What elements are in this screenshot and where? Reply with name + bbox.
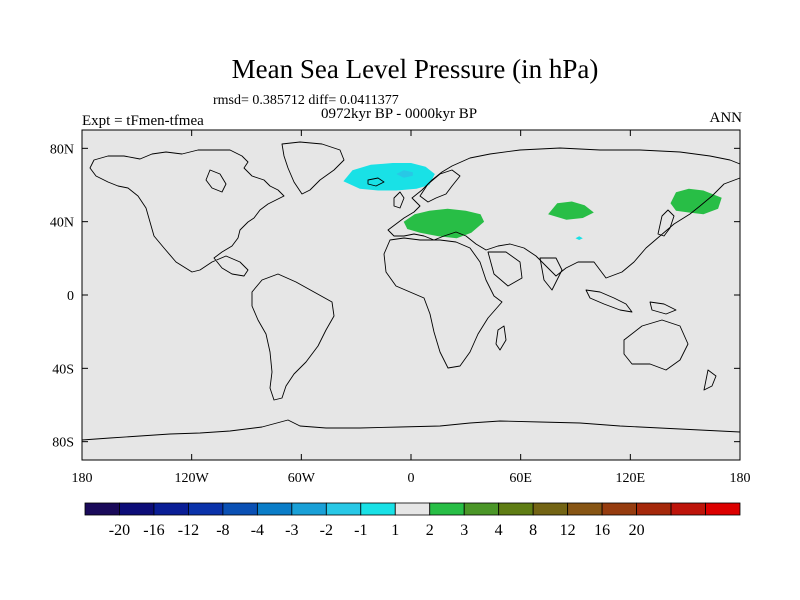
x-tick-label: 0 (408, 471, 415, 486)
colorbar-box (325, 502, 362, 516)
x-tick-label: 180 (72, 471, 93, 486)
colorbar-box (222, 502, 258, 516)
colorbar-box (532, 502, 569, 516)
colorbar-box (188, 502, 224, 516)
x-tick-label: 120W (175, 471, 210, 486)
coastline-antarctica (81, 419, 741, 441)
colorbar-label: -8 (216, 522, 229, 539)
colorbar: -20 -16 -12 -8 -4 -3 -2 -1 1 2 3 4 8 12 16 20 (84, 502, 741, 539)
colorbar-box (256, 502, 293, 516)
colorbar-label: 20 (629, 522, 645, 539)
coastline-africa (383, 237, 503, 369)
coastline-madagascar (495, 325, 507, 351)
chart-title: Mean Sea Level Pressure (in hPa) (231, 54, 599, 84)
x-tick-label: 120E (616, 471, 646, 486)
coastline-iceland (367, 177, 385, 187)
colorbar-label: 8 (529, 522, 537, 539)
period-label: 0972kyr BP - 0000kyr BP (321, 106, 478, 122)
y-tick-label: 80N (50, 142, 74, 157)
stats-label: rmsd= 0.385712 diff= 0.0411377 (213, 93, 399, 108)
colorbar-label: 12 (560, 522, 576, 539)
colorbar-box (153, 502, 189, 516)
coastline-greenland (281, 141, 345, 195)
colorbar-box (567, 502, 603, 516)
colorbar-box (291, 502, 327, 516)
coastline-japan (657, 209, 675, 237)
anomaly-layer (343, 163, 722, 240)
colorbar-label: -2 (320, 522, 333, 539)
anomaly-mediterranean-high (403, 208, 485, 239)
anomaly-north-atlantic-low (343, 163, 435, 191)
colorbar-label: 3 (460, 522, 468, 539)
colorbar-label: -16 (143, 522, 164, 539)
colorbar-box (394, 502, 431, 516)
colorbar-label: -20 (109, 522, 130, 539)
colorbar-label: -1 (354, 522, 367, 539)
coastline-south-america (251, 273, 335, 401)
anomaly-central-asia-small (575, 236, 583, 240)
coastline-british-isles (393, 191, 405, 209)
x-tick-label: 60W (288, 471, 316, 486)
colorbar-label: 2 (426, 522, 434, 539)
coastline-scandinavia (419, 169, 461, 203)
y-tick-label: 40S (52, 362, 74, 377)
coastline-eurasia (387, 147, 741, 279)
anomaly-north-atlantic-low-core (396, 170, 413, 178)
anomaly-central-asia-high (548, 201, 594, 220)
colorbar-box (360, 502, 396, 516)
colorbar-box (670, 502, 706, 516)
colorbar-label: 4 (495, 522, 503, 539)
colorbar-box (601, 502, 637, 516)
colorbar-box (119, 502, 155, 516)
colorbar-label: 1 (391, 522, 399, 539)
anomaly-kamchatka-high (670, 188, 722, 215)
y-tick-label: 0 (67, 289, 74, 304)
colorbar-box (84, 502, 120, 516)
coastline-hudson-bay (205, 169, 227, 193)
experiment-label: Expt = tFmen-tfmea (82, 113, 204, 129)
coastlines (81, 141, 741, 441)
colorbar-box (498, 502, 534, 516)
coastline-north-america (89, 149, 285, 277)
coastline-new-guinea (649, 301, 677, 315)
x-tick-label: 60E (509, 471, 532, 486)
coastline-indonesia (585, 289, 633, 313)
coastline-australia (623, 319, 689, 371)
colorbar-box (463, 502, 500, 516)
coastline-new-zealand (703, 369, 717, 391)
x-tick-label: 180 (730, 471, 751, 486)
axis-ticks: 180 120W 60W 0 60E 120E 180 80N 40N 0 40S 80S (50, 130, 751, 486)
colorbar-label: -4 (251, 522, 264, 539)
colorbar-label: -12 (178, 522, 199, 539)
colorbar-box (705, 502, 741, 516)
colorbar-label: 16 (594, 522, 610, 539)
colorbar-box (636, 502, 672, 516)
colorbar-box (429, 502, 465, 516)
y-tick-label: 80S (52, 436, 74, 451)
coastline-arabia (487, 251, 523, 287)
coastline-india (539, 257, 563, 291)
y-tick-label: 40N (50, 216, 74, 231)
colorbar-label: -3 (285, 522, 298, 539)
season-label: ANN (709, 110, 743, 126)
